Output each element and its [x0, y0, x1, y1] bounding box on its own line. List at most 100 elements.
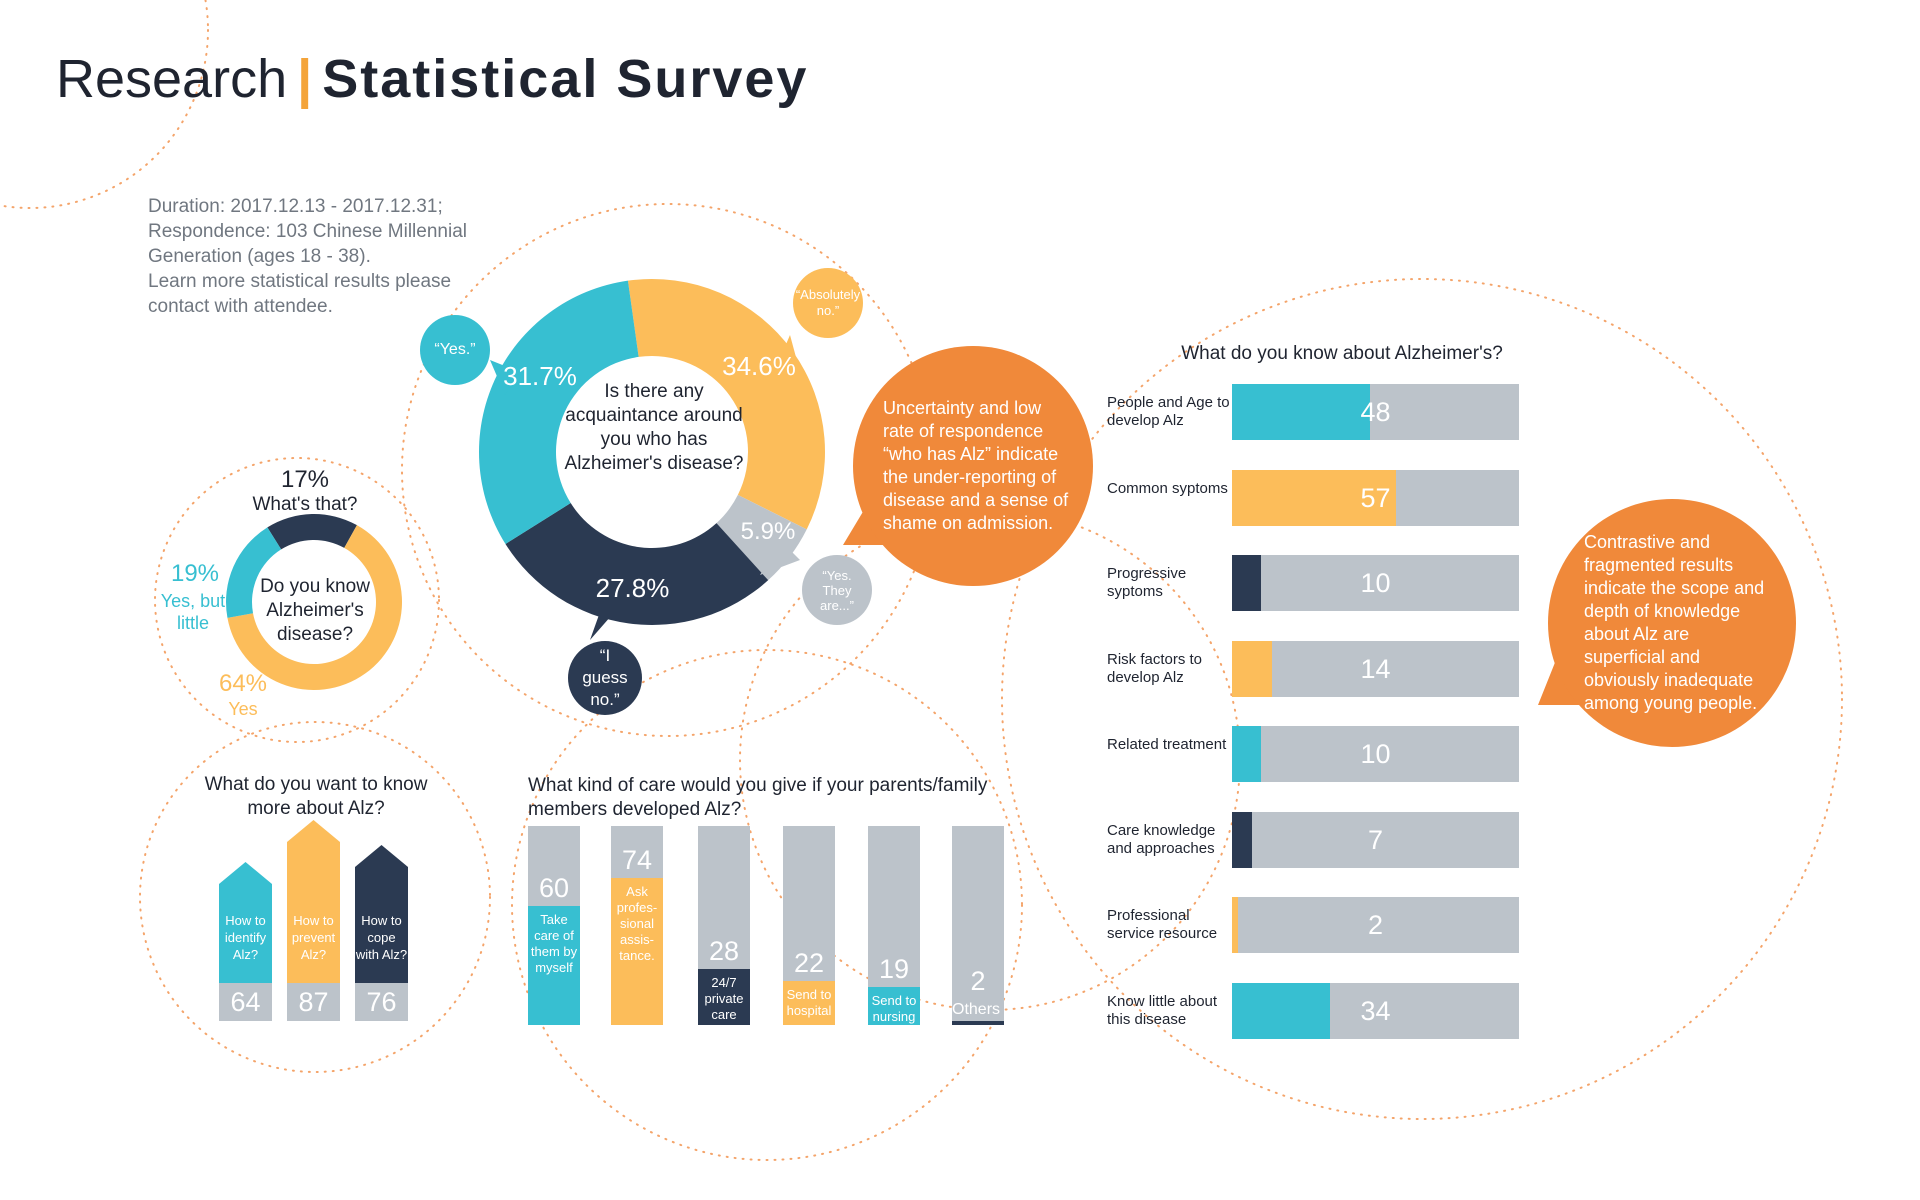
- small-donut-slice: [227, 525, 402, 690]
- dotted-circle: [154, 457, 440, 743]
- care-bar-fill: Take care of them by myself: [528, 905, 580, 1025]
- know-about-bar: 10: [1232, 726, 1519, 782]
- arrow-label: How to cope with Alz?: [355, 845, 408, 983]
- care-bar-value: 22: [793, 948, 825, 979]
- arrow-bar: How to cope with Alz? 76: [355, 845, 408, 1021]
- callout-tail: [760, 540, 800, 575]
- care-bar: Take care of them by myself 60: [528, 826, 580, 1025]
- know-about-bar-fill: [1232, 469, 1396, 526]
- know-about-value: 10: [1360, 739, 1391, 769]
- know-about-label: People and Age to develop Alz: [1107, 394, 1230, 429]
- callout-yes: “Yes.”: [420, 315, 490, 385]
- slice-label-whats-that: What's that?: [252, 494, 358, 515]
- know-about-bar-fill: [1232, 640, 1273, 697]
- dotted-circle: [1001, 278, 1843, 1120]
- care-bar-fill: 24/7 private care: [698, 969, 750, 1025]
- care-bar-value: 2: [970, 966, 986, 996]
- know-about-bar: 34: [1232, 982, 1519, 1039]
- info-line: Learn more statistical results please: [148, 271, 452, 292]
- know-about-bar-fill: [1232, 555, 1261, 611]
- page-title: Research | Statistical Survey: [56, 49, 809, 109]
- callout-tail: [490, 360, 520, 395]
- care-bar-fill: [952, 1021, 1004, 1025]
- small-donut-slice: [226, 527, 282, 618]
- chart-title-know-more: What do you want to know more about Alz?: [204, 774, 428, 819]
- note-left: Uncertainty and low rate of respondence …: [853, 346, 1093, 586]
- big-donut-slice: [627, 279, 825, 530]
- small-donut-slice: [267, 514, 357, 550]
- know-about-bar: 2: [1232, 897, 1519, 953]
- care-bar-fill: Send to nursing home: [868, 987, 920, 1040]
- know-about-value: 7: [1367, 824, 1384, 855]
- dotted-circle: [0, 0, 209, 209]
- know-about-bar: 57: [1232, 469, 1519, 526]
- care-bar-label: Others: [952, 1001, 1001, 1018]
- callout-they-are: “Yes. They are...”: [802, 555, 872, 625]
- arrow-label: How to identify Alz?: [219, 862, 272, 983]
- know-about-value: 34: [1360, 995, 1391, 1026]
- know-about-value: 10: [1360, 568, 1391, 598]
- care-bar-label: Take care of them by myself: [530, 911, 578, 975]
- arrow-value: 87: [287, 983, 340, 1021]
- big-donut-slice: [505, 503, 769, 625]
- slice-value-they-are: 5.9%: [740, 518, 796, 545]
- chart-title-know-about: What do you know about Alzheimer's?: [1181, 343, 1503, 364]
- care-bar: 24/7 private care 28: [698, 826, 750, 1025]
- arrow-bar: How to identify Alz? 64: [219, 862, 272, 1021]
- slice-value-absolutely-no: 34.6%: [722, 351, 796, 381]
- chart-title-care: What kind of care would you give if your…: [528, 775, 988, 820]
- know-about-bar: 10: [1232, 555, 1519, 611]
- care-bar-label: Ask profes- sional assis- tance.: [616, 883, 658, 963]
- callout-tail: [590, 598, 625, 640]
- callout-absolutely-no: “Absolutely no.”: [793, 268, 863, 338]
- dotted-circle: [511, 649, 1023, 1161]
- care-bar: Others 2: [952, 826, 1004, 1025]
- slice-value-whats-that: 17%: [280, 466, 330, 493]
- arrow-label: How to prevent Alz?: [287, 820, 340, 983]
- slice-value-yes-but-little: 19%: [170, 560, 220, 587]
- callout-tail: [775, 335, 800, 372]
- slice-value-yes: 31.7%: [503, 361, 577, 391]
- big-donut-slice: [479, 280, 639, 544]
- know-about-label: Know little about this disease: [1107, 992, 1218, 1028]
- care-bar-value: 19: [878, 954, 910, 985]
- care-bar-value: 28: [708, 936, 740, 967]
- know-about-label: Common syptoms: [1107, 479, 1228, 497]
- slice-value-i-guess-no: 27.8%: [595, 573, 670, 603]
- care-bar: Send to hospital 22: [783, 826, 835, 1025]
- care-bar: Send to nursing home 19: [868, 826, 920, 1040]
- care-bar-value: 60: [538, 872, 570, 903]
- care-bar-label: Send to nursing home: [871, 993, 917, 1041]
- slice-value-yes: 64%: [218, 670, 268, 697]
- know-about-value: 57: [1360, 482, 1391, 513]
- care-bar-value: 74: [621, 844, 653, 875]
- know-about-value: 48: [1360, 397, 1391, 427]
- slice-label-yes-but-little: Yes, but little: [160, 591, 226, 633]
- donut-question-big: Is there any acquaintance around you who…: [564, 381, 744, 474]
- info-line: Duration: 2017.12.13 - 2017.12.31;: [148, 196, 443, 217]
- care-bar-fill: Ask profes- sional assis- tance.: [611, 877, 663, 1025]
- know-about-bar-fill: [1232, 897, 1238, 953]
- know-about-bar: 48: [1232, 384, 1519, 440]
- know-about-bar-fill: [1232, 811, 1253, 868]
- know-about-bar: 14: [1232, 640, 1519, 697]
- survey-info: Duration: 2017.12.13 - 2017.12.31; Respo…: [148, 194, 508, 319]
- dotted-circle: [139, 721, 491, 1073]
- know-about-label: Risk factors to develop Alz: [1107, 650, 1203, 686]
- know-about-bar-fill: [1232, 384, 1370, 440]
- arrow-bar: How to prevent Alz? 87: [287, 820, 340, 1021]
- info-line: Respondence: 103 Chinese Millennial: [148, 221, 467, 242]
- know-about-bar-fill: [1232, 726, 1261, 782]
- know-about-label: Care knowledge and approaches: [1107, 821, 1216, 857]
- know-about-value: 14: [1360, 653, 1391, 684]
- info-line: Generation (ages 18 - 38).: [148, 246, 371, 267]
- donut-question-small: Do you know Alzheimer's disease?: [260, 576, 370, 645]
- know-about-label: Related treatment: [1107, 736, 1227, 753]
- note-right: Contrastive and fragmented results indic…: [1548, 499, 1796, 747]
- know-about-value: 2: [1367, 910, 1384, 940]
- know-about-label: Professional service resource: [1107, 907, 1218, 942]
- slice-label-yes: Yes: [228, 699, 258, 719]
- know-about-bar: 7: [1232, 811, 1519, 868]
- know-about-bar-fill: [1232, 982, 1330, 1039]
